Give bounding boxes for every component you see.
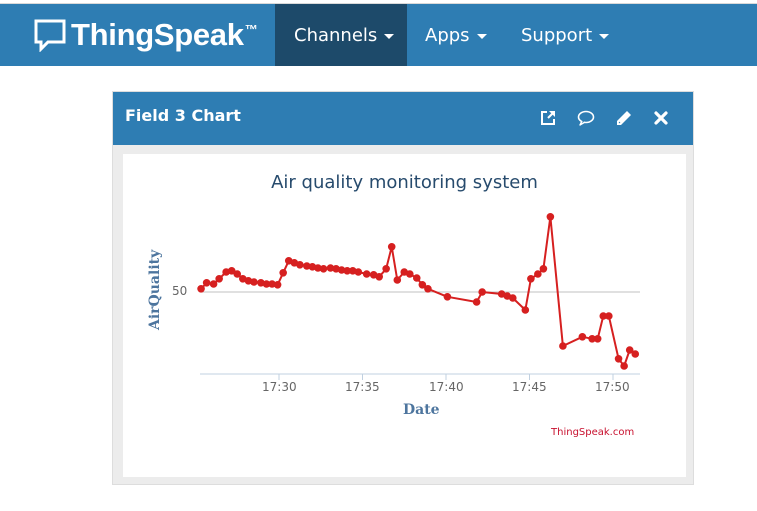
speech-bubble-icon: [34, 19, 66, 52]
data-point[interactable]: [588, 335, 596, 343]
data-point[interactable]: [354, 268, 363, 276]
data-point[interactable]: [527, 275, 535, 283]
data-point[interactable]: [578, 333, 587, 341]
x-tick-1745: 17:45: [512, 380, 547, 394]
field-chart-card: Field 3 Chart Air qu: [112, 91, 694, 485]
data-point[interactable]: [262, 280, 271, 288]
data-point[interactable]: [273, 281, 282, 289]
data-point[interactable]: [296, 261, 304, 269]
data-point[interactable]: [209, 280, 218, 288]
nav-channels-label: Channels: [294, 24, 378, 46]
caret-down-icon: [384, 33, 395, 39]
external-link-icon[interactable]: [538, 108, 558, 128]
data-point[interactable]: [443, 293, 452, 301]
line-plot[interactable]: [123, 154, 686, 477]
data-point[interactable]: [546, 213, 555, 221]
data-point[interactable]: [631, 350, 640, 358]
data-point[interactable]: [393, 276, 402, 284]
data-point[interactable]: [539, 265, 548, 273]
data-point[interactable]: [233, 270, 242, 278]
data-point[interactable]: [605, 312, 613, 320]
data-point[interactable]: [509, 294, 517, 302]
data-point[interactable]: [625, 346, 634, 354]
data-point[interactable]: [387, 243, 396, 251]
y-tick-50: 50: [172, 284, 188, 298]
x-tick-1735: 17:35: [345, 380, 380, 394]
pencil-icon[interactable]: [614, 108, 634, 128]
data-point[interactable]: [314, 264, 322, 272]
data-point[interactable]: [215, 275, 223, 283]
data-point[interactable]: [337, 266, 346, 274]
x-tick-1750: 17:50: [595, 380, 630, 394]
x-tick-1740: 17:40: [429, 380, 464, 394]
data-point[interactable]: [268, 280, 276, 288]
data-point[interactable]: [362, 270, 371, 278]
x-tick-1730: 17:30: [262, 380, 297, 394]
navbar: ThingSpeak ™ Channels Apps Support: [0, 3, 757, 66]
data-point[interactable]: [375, 273, 383, 281]
data-point[interactable]: [534, 270, 542, 278]
card-header: Field 3 Chart: [113, 92, 693, 145]
brand-trademark: ™: [244, 22, 258, 37]
chart-title: Air quality monitoring system: [271, 172, 538, 193]
data-point[interactable]: [418, 281, 427, 289]
data-point[interactable]: [472, 298, 481, 306]
x-axis-title: Date: [403, 402, 440, 418]
nav-apps-label: Apps: [425, 24, 470, 46]
data-point[interactable]: [382, 265, 390, 273]
data-point[interactable]: [250, 278, 258, 286]
data-point[interactable]: [412, 274, 421, 282]
data-point[interactable]: [303, 262, 311, 270]
caret-down-icon: [476, 33, 487, 39]
data-point[interactable]: [406, 270, 414, 278]
brand-logo[interactable]: ThingSpeak ™: [34, 17, 258, 52]
caret-down-icon: [599, 33, 610, 39]
data-point[interactable]: [478, 288, 486, 296]
nav-support[interactable]: Support: [521, 4, 610, 66]
nav-support-label: Support: [521, 24, 593, 46]
close-icon[interactable]: [651, 108, 671, 128]
data-point[interactable]: [319, 265, 328, 273]
data-point[interactable]: [599, 312, 608, 320]
comment-icon[interactable]: [576, 108, 596, 128]
data-point[interactable]: [326, 264, 335, 272]
data-point[interactable]: [593, 335, 602, 343]
data-point[interactable]: [343, 267, 351, 275]
data-point[interactable]: [559, 342, 567, 350]
data-point[interactable]: [521, 306, 530, 314]
data-point[interactable]: [279, 269, 287, 277]
data-point[interactable]: [620, 362, 628, 370]
data-point[interactable]: [197, 285, 205, 293]
data-point[interactable]: [614, 355, 623, 363]
data-point[interactable]: [202, 279, 211, 287]
chart-container: Air quality monitoring system AirQuality…: [123, 154, 686, 477]
nav-apps[interactable]: Apps: [425, 4, 487, 66]
card-title: Field 3 Chart: [125, 106, 241, 125]
data-point[interactable]: [227, 267, 236, 275]
brand-name: ThingSpeak: [71, 17, 244, 52]
nav-channels[interactable]: Channels: [275, 4, 407, 66]
data-point[interactable]: [424, 285, 432, 293]
thingspeak-credit-link[interactable]: ThingSpeak.com: [551, 427, 635, 438]
